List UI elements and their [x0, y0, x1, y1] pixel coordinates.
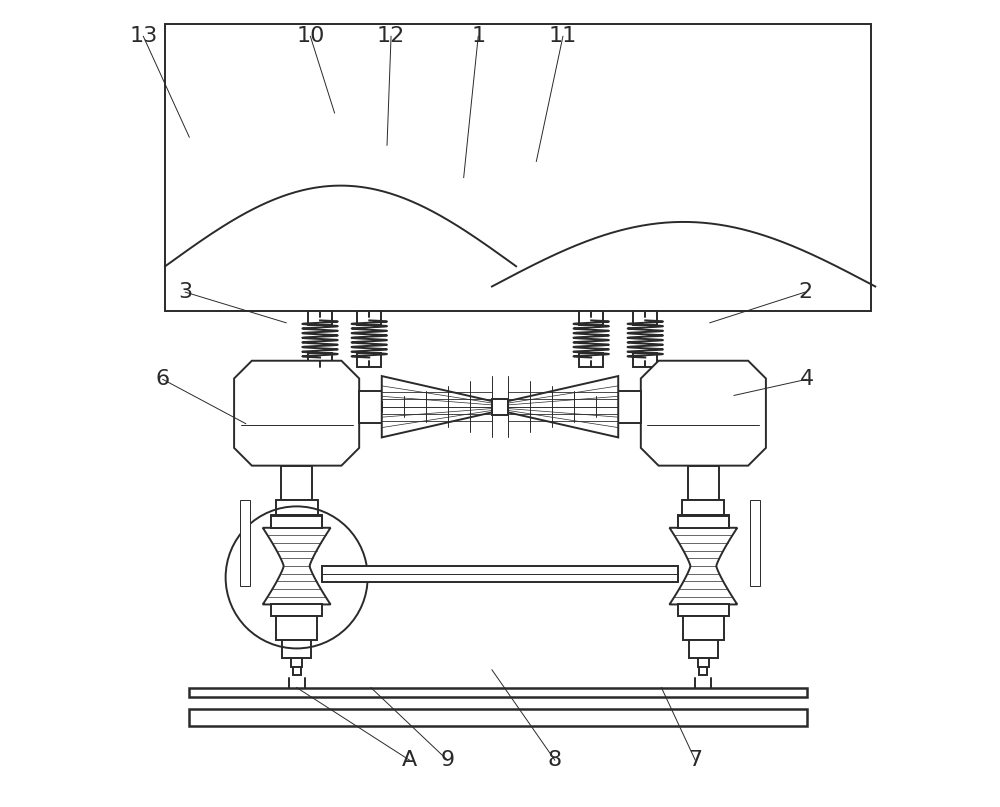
Polygon shape: [508, 376, 618, 437]
Bar: [357, 353, 381, 367]
Text: 2: 2: [798, 282, 812, 302]
Bar: [678, 516, 729, 528]
Bar: [276, 500, 318, 515]
Bar: [688, 466, 719, 500]
Text: 9: 9: [440, 751, 455, 770]
Text: 11: 11: [549, 27, 577, 46]
Bar: [276, 616, 317, 640]
Text: 8: 8: [548, 751, 562, 770]
Bar: [359, 391, 382, 423]
Text: 10: 10: [296, 27, 325, 46]
Bar: [683, 616, 724, 640]
Bar: [678, 604, 729, 616]
Text: 13: 13: [129, 27, 157, 46]
Bar: [308, 353, 332, 367]
Bar: [291, 658, 302, 667]
Bar: [579, 311, 603, 325]
Bar: [293, 667, 301, 675]
Text: 7: 7: [688, 751, 702, 770]
Bar: [322, 566, 678, 582]
Bar: [579, 353, 603, 367]
Bar: [165, 24, 871, 311]
Polygon shape: [234, 361, 359, 466]
Bar: [750, 500, 760, 586]
Bar: [689, 640, 718, 658]
Bar: [189, 688, 807, 697]
Text: 3: 3: [178, 282, 192, 302]
Bar: [271, 515, 322, 528]
Bar: [281, 466, 312, 500]
Bar: [357, 311, 381, 325]
Polygon shape: [382, 376, 492, 437]
Bar: [682, 500, 724, 515]
Bar: [271, 604, 322, 616]
Text: 6: 6: [156, 370, 170, 389]
Bar: [618, 391, 641, 423]
Bar: [699, 667, 707, 675]
Bar: [633, 311, 657, 325]
Polygon shape: [641, 361, 766, 466]
Text: 1: 1: [471, 27, 485, 46]
Text: 4: 4: [800, 370, 814, 389]
Bar: [308, 311, 332, 325]
Bar: [271, 516, 322, 528]
Polygon shape: [263, 528, 331, 604]
Bar: [633, 353, 657, 367]
Bar: [189, 709, 807, 726]
Bar: [698, 658, 709, 667]
Bar: [678, 515, 729, 528]
Bar: [282, 640, 311, 658]
Bar: [492, 399, 508, 415]
Bar: [240, 500, 250, 586]
Text: A: A: [402, 751, 417, 770]
Polygon shape: [669, 528, 737, 604]
Text: 12: 12: [377, 27, 405, 46]
